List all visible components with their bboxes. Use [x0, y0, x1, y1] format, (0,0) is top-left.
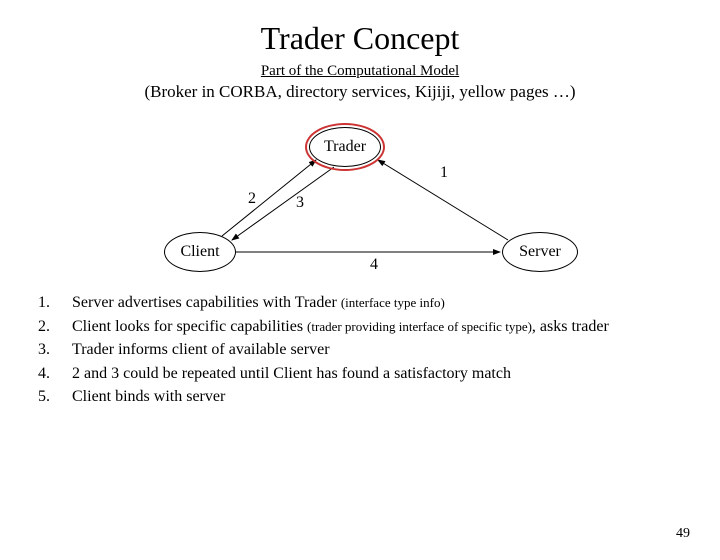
step-number: 3. — [38, 339, 72, 361]
node-server: Server — [502, 232, 578, 272]
step-text: Trader informs client of available serve… — [72, 339, 682, 361]
step-tail: , asks trader — [532, 318, 609, 335]
node-client: Client — [164, 232, 236, 272]
node-trader-label: Trader — [324, 138, 366, 156]
step-main: Server advertises capabilities with Trad… — [72, 294, 341, 311]
node-trader: Trader — [309, 127, 381, 167]
subtitle-examples: (Broker in CORBA, directory services, Ki… — [0, 82, 720, 102]
step-item: 4. 2 and 3 could be repeated until Clien… — [38, 363, 682, 385]
step-text: 2 and 3 could be repeated until Client h… — [72, 363, 682, 385]
step-item: 3. Trader informs client of available se… — [38, 339, 682, 361]
edge-label-2: 2 — [248, 190, 256, 208]
step-text: Server advertises capabilities with Trad… — [72, 292, 682, 314]
step-item: 2. Client looks for specific capabilitie… — [38, 316, 682, 338]
node-client-label: Client — [180, 243, 219, 261]
page-title: Trader Concept — [0, 20, 720, 57]
step-main: Client binds with server — [72, 388, 225, 405]
steps-list: 1. Server advertises capabilities with T… — [0, 292, 720, 408]
step-paren: (interface type info) — [341, 295, 445, 310]
step-number: 1. — [38, 292, 72, 314]
subtitle-underlined: Part of the Computational Model — [0, 63, 720, 80]
edge-label-4: 4 — [370, 256, 378, 274]
node-server-label: Server — [519, 243, 561, 261]
step-main: Trader informs client of available serve… — [72, 341, 330, 358]
step-number: 2. — [38, 316, 72, 338]
edge-label-1: 1 — [440, 164, 448, 182]
edge-label-3: 3 — [296, 194, 304, 212]
step-text: Client looks for specific capabilities (… — [72, 316, 682, 338]
step-text: Client binds with server — [72, 386, 682, 408]
step-number: 4. — [38, 363, 72, 385]
step-number: 5. — [38, 386, 72, 408]
step-main: 2 and 3 could be repeated until Client h… — [72, 365, 511, 382]
step-main: Client looks for specific capabilities — [72, 318, 307, 335]
step-item: 1. Server advertises capabilities with T… — [38, 292, 682, 314]
step-item: 5. Client binds with server — [38, 386, 682, 408]
trader-diagram: Trader Client Server 1 2 3 4 — [0, 112, 720, 292]
step-paren: (trader providing interface of specific … — [307, 319, 532, 334]
